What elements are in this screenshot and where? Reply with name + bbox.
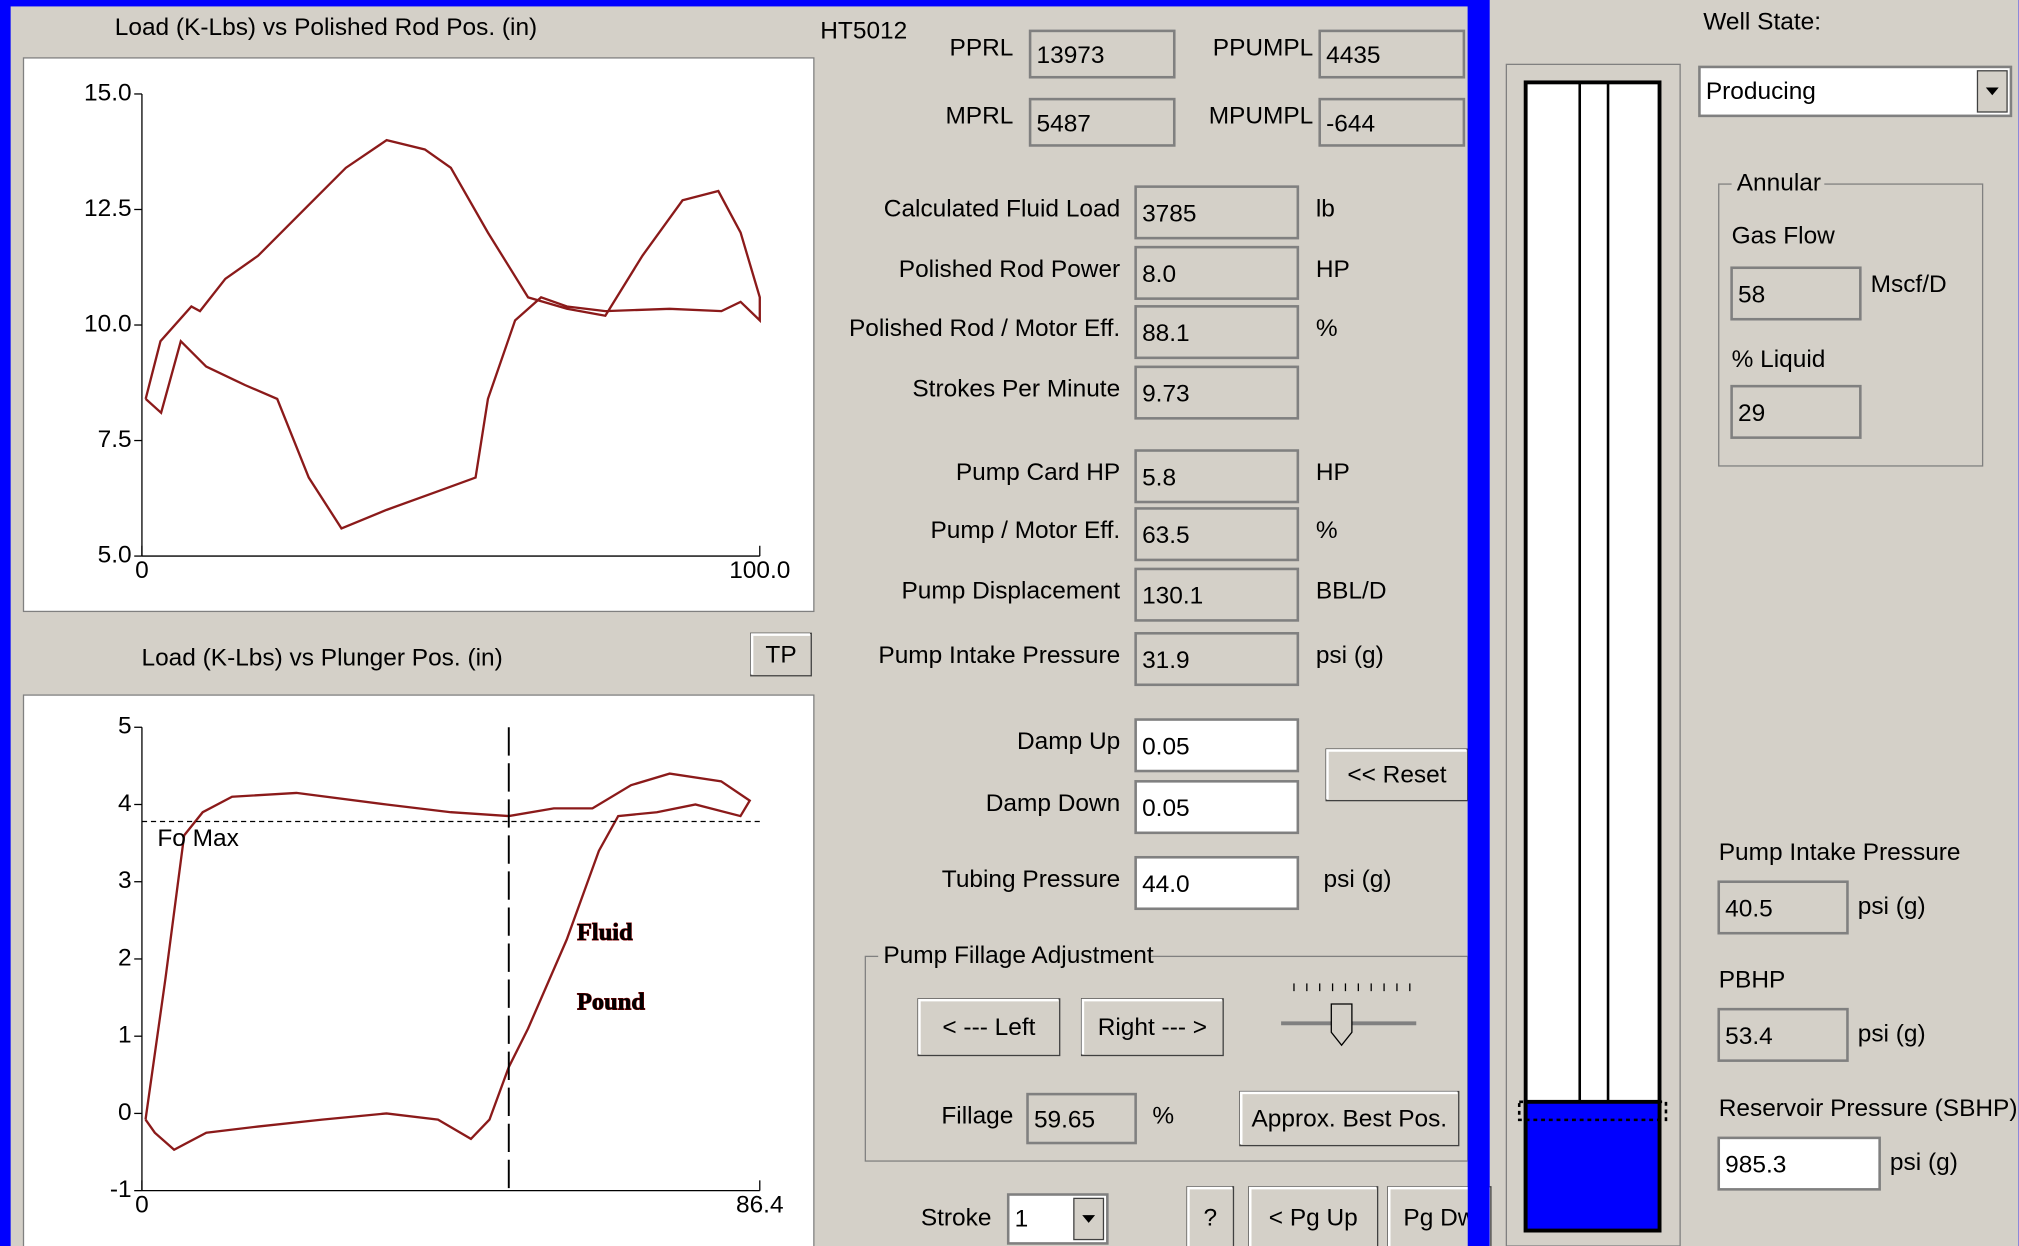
- field-value: 985.3: [1725, 1152, 1786, 1179]
- field-unit: psi (g): [1858, 1020, 1926, 1047]
- dropdown-value: Producing: [1706, 78, 1816, 105]
- field-value: 40.5: [1725, 895, 1773, 922]
- button-label: << Reset: [1347, 762, 1446, 789]
- screen: Load (K-Lbs) vs Polished Rod Pos. (in) 5.…: [0, 0, 2019, 1246]
- field-label: Polished Rod Power: [899, 256, 1120, 283]
- field-label: Polished Rod / Motor Eff.: [849, 315, 1120, 342]
- button-label: < Pg Up: [1269, 1204, 1358, 1231]
- button-label: Right --- >: [1098, 1014, 1207, 1041]
- field-value: 130.1: [1142, 583, 1203, 610]
- field-value: 44.0: [1142, 871, 1190, 898]
- field-unit: lb: [1316, 195, 1335, 222]
- field-label: Pump Displacement: [902, 578, 1121, 605]
- field-value: 5487: [1037, 110, 1091, 137]
- field-label: Fillage: [941, 1103, 1013, 1130]
- x-tick-label: 86.4: [736, 1192, 784, 1219]
- field-unit: %: [1152, 1103, 1174, 1130]
- chart-title: Load (K-Lbs) vs Plunger Pos. (in): [141, 644, 502, 671]
- field-label: Pump Card HP: [956, 459, 1120, 486]
- field-value: 0.05: [1142, 733, 1190, 760]
- field-unit: psi (g): [1324, 866, 1392, 893]
- fluid-level: [1526, 1102, 1660, 1231]
- chart-title: Load (K-Lbs) vs Polished Rod Pos. (in): [115, 14, 537, 41]
- y-tick-label: 1: [118, 1022, 132, 1049]
- field-value: 13973: [1037, 42, 1105, 69]
- y-tick-label: 3: [118, 867, 132, 894]
- button-label: < --- Left: [942, 1014, 1035, 1041]
- field-label: Pump Intake Pressure: [878, 642, 1120, 669]
- field-value: 58: [1738, 282, 1765, 309]
- field-value: 4435: [1326, 42, 1380, 69]
- y-tick-label: 5.0: [98, 542, 132, 569]
- field-label: Well State:: [1703, 9, 1821, 36]
- field-label: Stroke: [921, 1204, 992, 1231]
- y-tick-label: 2: [118, 944, 132, 971]
- button-label: Approx. Best Pos.: [1252, 1105, 1448, 1132]
- y-tick-label: -1: [110, 1176, 132, 1203]
- field-value: 5.8: [1142, 464, 1176, 491]
- y-tick-label: 12.5: [84, 195, 132, 222]
- x-tick-label: 0: [135, 1192, 149, 1219]
- field-label: PBHP: [1719, 966, 1786, 993]
- field-label: MPUMPL: [1209, 103, 1314, 130]
- field-unit: HP: [1316, 256, 1350, 283]
- button-label: ?: [1204, 1204, 1218, 1231]
- field-label: Strokes Per Minute: [912, 375, 1120, 402]
- annotation: Pound: [577, 989, 645, 1016]
- y-tick-label: 5: [118, 713, 132, 740]
- field-label: Damp Up: [1017, 728, 1120, 755]
- wellbore: [1526, 82, 1660, 1230]
- button-label: TP: [765, 641, 796, 668]
- field-value: 29: [1738, 400, 1765, 427]
- group-title: Annular: [1737, 170, 1821, 197]
- field-value: -644: [1326, 110, 1375, 137]
- field-unit: psi (g): [1316, 642, 1384, 669]
- y-tick-label: 10.0: [84, 310, 132, 337]
- field-value: 3785: [1142, 200, 1196, 227]
- field-value: 8.0: [1142, 261, 1176, 288]
- field-label: Tubing Pressure: [942, 866, 1120, 893]
- y-tick-label: 0: [118, 1099, 132, 1126]
- field-label: % Liquid: [1732, 346, 1826, 373]
- field-value: 88.1: [1142, 320, 1190, 347]
- y-tick-label: 7.5: [98, 426, 132, 453]
- field-unit: Mscf/D: [1871, 271, 1947, 298]
- field-value: 9.73: [1142, 381, 1190, 408]
- field-value: 53.4: [1725, 1023, 1773, 1050]
- field-label: Pump / Motor Eff.: [930, 517, 1120, 544]
- well-id: HT5012: [820, 18, 907, 45]
- field-label: Damp Down: [986, 790, 1120, 817]
- field-label: Gas Flow: [1732, 222, 1836, 249]
- dropdown-value: 1: [1015, 1206, 1029, 1233]
- field-unit: psi (g): [1858, 893, 1926, 920]
- field-label: MPRL: [945, 103, 1013, 130]
- field-unit: BBL/D: [1316, 578, 1387, 605]
- button-label: Pg Dw: [1403, 1204, 1475, 1231]
- blue-divider: [1468, 0, 1490, 1246]
- field-value: 63.5: [1142, 522, 1190, 549]
- annotation: Fluid: [577, 919, 633, 946]
- field-unit: %: [1316, 315, 1338, 342]
- group-title: Pump Fillage Adjustment: [883, 942, 1154, 969]
- fo-max-label: Fo Max: [157, 825, 238, 852]
- field-unit: %: [1316, 517, 1338, 544]
- y-tick-label: 4: [118, 790, 132, 817]
- field-label: Reservoir Pressure (SBHP): [1719, 1095, 2018, 1122]
- y-tick-label: 15.0: [84, 79, 132, 106]
- field-label: Calculated Fluid Load: [884, 195, 1120, 222]
- field-value: 59.65: [1034, 1107, 1095, 1134]
- field-label: PPUMPL: [1213, 34, 1313, 61]
- page: Load (K-Lbs) vs Polished Rod Pos. (in) 5.…: [0, 0, 2019, 1246]
- field-value: 31.9: [1142, 647, 1190, 674]
- field-value: 0.05: [1142, 795, 1190, 822]
- field-label: PPRL: [950, 34, 1014, 61]
- field-unit: psi (g): [1890, 1149, 1958, 1176]
- field-label: Pump Intake Pressure: [1719, 839, 1961, 866]
- x-tick-label: 100.0: [729, 557, 790, 584]
- field-unit: HP: [1316, 459, 1350, 486]
- x-tick-label: 0: [135, 557, 149, 584]
